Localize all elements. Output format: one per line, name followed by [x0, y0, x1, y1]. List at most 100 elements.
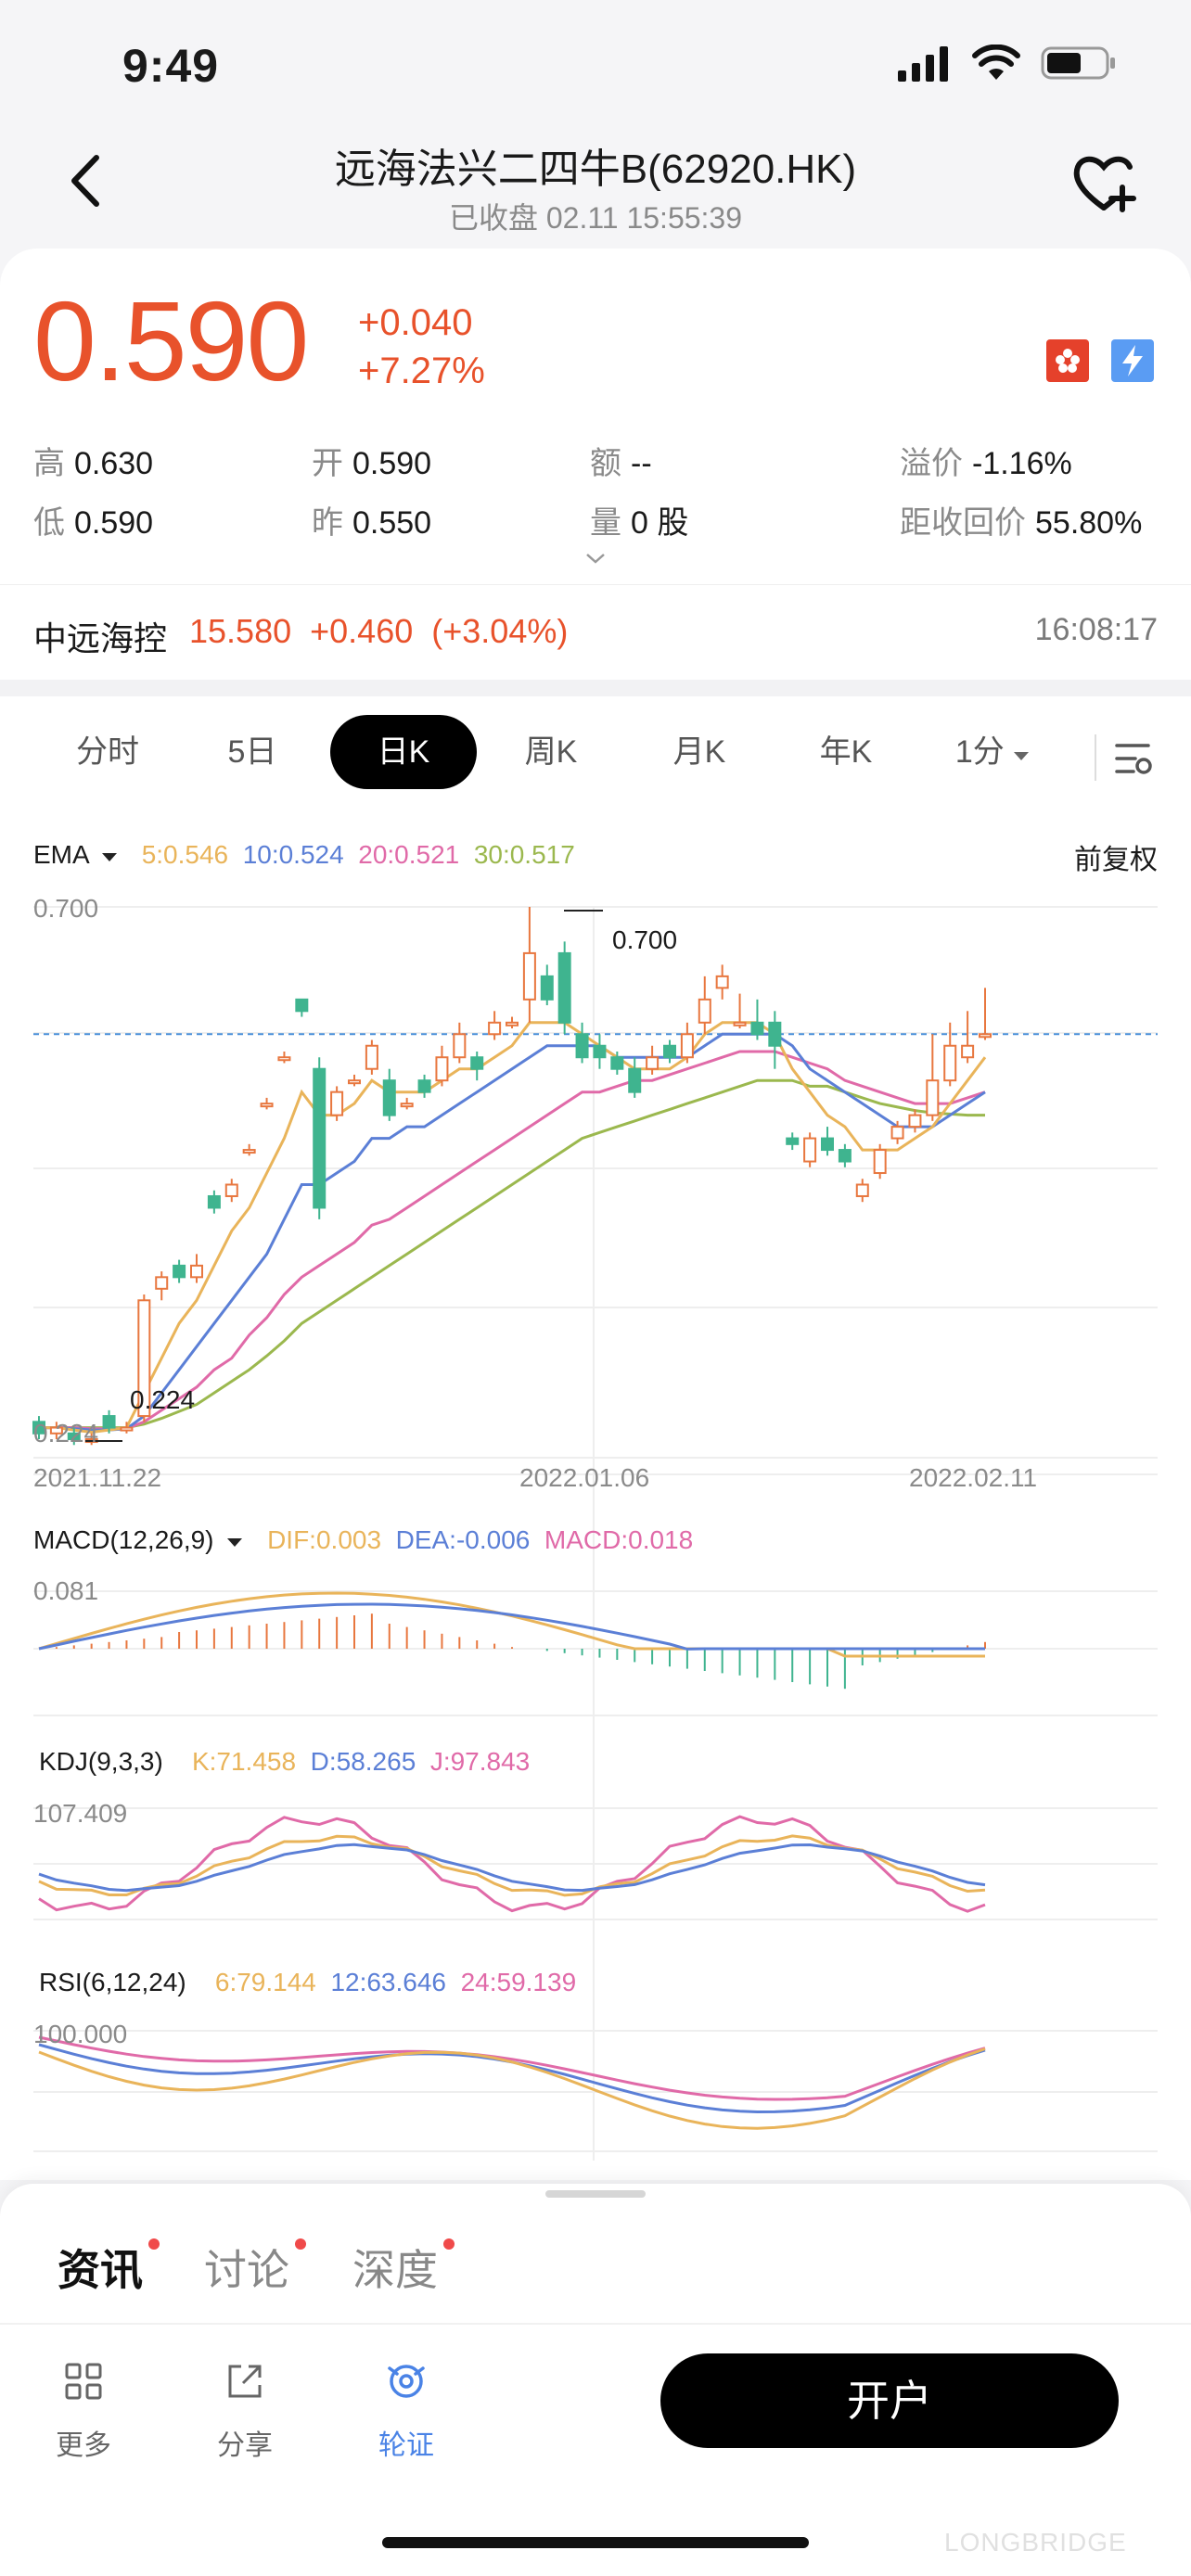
adjust-mode[interactable]: 前复权 — [1074, 845, 1158, 875]
candle — [786, 1137, 800, 1145]
more-button[interactable]: 更多 — [28, 2357, 139, 2463]
stat-premium: 溢价 -1.16% — [900, 446, 1072, 481]
open-account-button[interactable]: 开户 — [660, 2353, 1119, 2448]
drag-handle[interactable] — [545, 2190, 646, 2198]
underlying-quote: 15.580 +0.460 (+3.04%) — [189, 612, 569, 650]
candle — [242, 1149, 256, 1154]
share-icon — [228, 2365, 262, 2398]
candle — [593, 1044, 607, 1059]
candle — [173, 1264, 186, 1279]
rsi6-line — [38, 2047, 986, 2130]
ema10-line — [39, 1032, 986, 1432]
candle — [680, 1033, 694, 1059]
candle — [67, 1432, 81, 1441]
tab-intraday[interactable]: 分时 — [76, 734, 139, 770]
stat-turnover: 额 -- — [590, 446, 652, 481]
candle — [348, 1079, 361, 1085]
candle — [646, 1056, 660, 1070]
rsi-legend[interactable]: RSI(6,12,24) 6:79.144 12:63.646 24:59.13… — [39, 1968, 577, 1996]
battery-icon — [1041, 46, 1115, 80]
candle — [207, 1194, 221, 1209]
tab-depth[interactable]: 深度 — [352, 2246, 438, 2294]
candle — [400, 1103, 414, 1108]
stat-open: 开 0.590 — [312, 446, 432, 481]
chart-panel — [0, 696, 1191, 2180]
candle — [295, 998, 309, 1013]
macd-dif-line — [38, 1591, 985, 1658]
candle — [365, 1044, 378, 1070]
candle — [943, 1044, 957, 1082]
change-percent: +7.27% — [358, 351, 485, 391]
candle — [663, 1044, 676, 1059]
rsi24-line — [38, 2035, 986, 2101]
kdj-legend[interactable]: KDJ(9,3,3) K:71.458 D:58.265 J:97.843 — [39, 1747, 531, 1776]
warrant-icon — [388, 2365, 425, 2398]
wifi-icon — [972, 45, 1020, 80]
candle — [715, 975, 729, 989]
stat-high: 高 0.630 — [33, 446, 154, 481]
underlying-row[interactable] — [0, 584, 1191, 680]
kdj-d-line — [38, 1843, 986, 1893]
candle — [610, 1056, 624, 1070]
candle — [821, 1137, 834, 1152]
candle — [453, 1033, 467, 1059]
candle — [838, 1149, 852, 1163]
candle — [382, 1079, 396, 1116]
macd-top-label: 0.081 — [33, 1576, 99, 1605]
tab-monthly-k[interactable]: 月K — [672, 734, 726, 770]
last-price: 0.590 — [33, 278, 309, 404]
candlestick-chart[interactable] — [0, 881, 1191, 2179]
back-arrow-icon[interactable] — [59, 148, 115, 213]
tab-yearly-k[interactable]: 年K — [819, 734, 873, 770]
candle — [488, 1021, 502, 1036]
ema30-line — [39, 1078, 985, 1430]
kdj-top-label: 107.409 — [33, 1799, 128, 1828]
ema-legend[interactable]: EMA 5:0.546 10:0.524 20:0.521 30:0.517 — [33, 840, 575, 869]
hk-market-icon — [1046, 339, 1089, 382]
candle — [908, 1114, 922, 1129]
y-bottom-label: 0.224 — [33, 1419, 99, 1447]
candle — [873, 1149, 887, 1175]
candle — [890, 1126, 904, 1140]
rsi12-line — [38, 2043, 986, 2114]
home-indicator — [382, 2537, 809, 2548]
news-badge — [148, 2238, 160, 2250]
underlying-name[interactable]: 中远海控 — [33, 619, 168, 657]
market-status: 已收盘 02.11 15:55:39 — [448, 201, 743, 235]
candle — [102, 1415, 116, 1429]
stat-low: 低 0.590 — [33, 505, 154, 541]
candle — [961, 1044, 975, 1059]
expand-chevron-icon[interactable] — [584, 551, 607, 566]
share-button[interactable]: 分享 — [189, 2357, 301, 2463]
low-marker-label: 0.224 — [130, 1385, 196, 1414]
candle — [137, 1299, 151, 1418]
candle — [277, 1056, 291, 1062]
candle — [540, 975, 554, 1001]
dropdown-caret-icon — [101, 853, 117, 861]
period-tabs: 分时 5日 日K 周K 月K 年K 1分 — [0, 715, 1191, 804]
tab-1min-dropdown[interactable]: 1分 — [937, 715, 1048, 789]
candle — [120, 1426, 134, 1432]
macd-legend[interactable]: MACD(12,26,9) DIF:0.003 DEA:-0.006 MACD:… — [33, 1525, 694, 1554]
tab-daily-k[interactable]: 日K — [330, 715, 477, 789]
signal-icon — [898, 46, 948, 82]
tab-5day[interactable]: 5日 — [227, 734, 277, 770]
add-favorite-icon[interactable] — [1069, 148, 1139, 219]
warrants-button[interactable]: 轮证 — [351, 2357, 462, 2463]
ema5-line — [39, 1021, 987, 1435]
dropdown-caret-icon — [1014, 752, 1030, 760]
tab-news[interactable]: 资讯 — [58, 2246, 143, 2294]
stat-distance-to-call: 距收回价 55.80% — [900, 505, 1143, 541]
kdj-j-line — [38, 1815, 986, 1913]
high-marker-label: 0.700 — [612, 925, 678, 954]
lightning-icon — [1111, 339, 1154, 382]
tab-discussion[interactable]: 讨论 — [204, 2246, 289, 2294]
tab-weekly-k[interactable]: 周K — [524, 734, 578, 770]
candle — [224, 1183, 238, 1197]
candle — [926, 1079, 940, 1116]
candle — [698, 998, 711, 1024]
stat-prev-close: 昨 0.550 — [312, 505, 432, 541]
chart-settings-icon[interactable] — [1111, 736, 1156, 781]
ema20-line — [39, 1050, 986, 1431]
